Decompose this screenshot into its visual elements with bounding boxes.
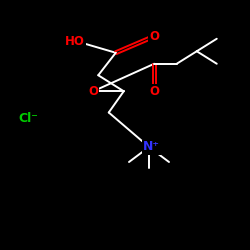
Text: Cl⁻: Cl⁻ <box>18 112 38 125</box>
Text: O: O <box>88 85 98 98</box>
Text: HO: HO <box>65 35 85 48</box>
Text: O: O <box>149 85 159 98</box>
Text: N⁺: N⁺ <box>143 140 160 153</box>
Text: O: O <box>149 30 159 43</box>
